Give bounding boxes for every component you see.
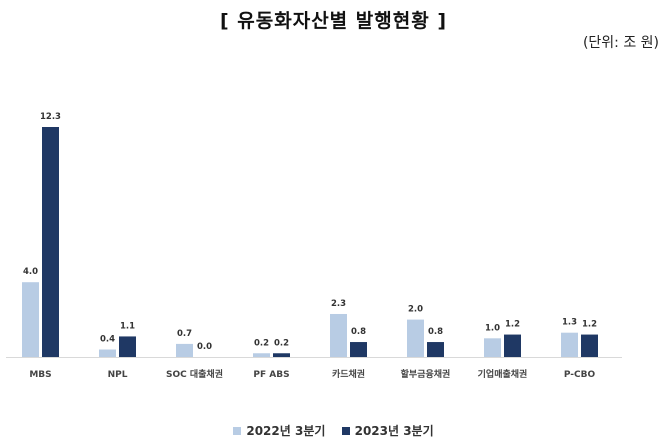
data-label-2023-4: 0.8 xyxy=(351,327,366,337)
legend: 2022년 3분기 2023년 3분기 xyxy=(0,422,667,439)
chart-title: [ 유동화자산별 발행현황 ] xyxy=(219,10,447,32)
data-label-2023-5: 0.8 xyxy=(428,327,443,337)
data-label-2023-6: 1.2 xyxy=(505,320,520,330)
bar-2023-3 xyxy=(273,353,290,357)
bar-2022-0 xyxy=(22,282,39,357)
x-tick-label-5: 할부금융채권 xyxy=(401,368,451,380)
x-tick-label-7: P-CBO xyxy=(564,370,596,380)
data-label-2022-3: 0.2 xyxy=(254,338,269,348)
bar-2023-7 xyxy=(581,334,598,357)
bar-2022-6 xyxy=(484,338,501,357)
bar-2022-1 xyxy=(99,349,116,357)
bar-2022-2 xyxy=(176,343,193,357)
data-label-2022-0: 4.0 xyxy=(23,267,38,277)
x-tick-label-6: 기업매출채권 xyxy=(478,368,528,380)
data-label-2023-3: 0.2 xyxy=(274,338,289,348)
x-tick-label-3: PF ABS xyxy=(253,370,289,380)
bar-2022-5 xyxy=(407,319,424,357)
bar-2023-5 xyxy=(427,342,444,357)
legend-swatch-2023 xyxy=(341,426,350,435)
data-label-2023-7: 1.2 xyxy=(582,320,597,330)
bar-2022-4 xyxy=(330,313,347,357)
data-label-2022-7: 1.3 xyxy=(562,318,577,328)
data-label-2022-5: 2.0 xyxy=(408,305,423,315)
bar-2023-6 xyxy=(504,334,521,357)
data-label-2022-1: 0.4 xyxy=(100,335,115,345)
legend-label-2023: 2023년 3분기 xyxy=(354,424,434,438)
bar-2023-0 xyxy=(42,127,59,357)
x-tick-label-2: SOC 대출채권 xyxy=(166,368,223,380)
legend-item-2023: 2023년 3분기 xyxy=(341,422,434,439)
legend-swatch-2022 xyxy=(233,426,242,435)
bar-2022-7 xyxy=(561,332,578,357)
x-tick-label-0: MBS xyxy=(29,370,51,380)
legend-item-2022: 2022년 3분기 xyxy=(233,422,325,439)
data-label-2023-2: 0.0 xyxy=(197,342,212,352)
legend-label-2022: 2022년 3분기 xyxy=(246,424,326,438)
bar-2023-4 xyxy=(350,342,367,357)
data-label-2022-6: 1.0 xyxy=(485,323,500,333)
data-label-2022-4: 2.3 xyxy=(331,299,346,309)
unit-note: (단위: 조 원) xyxy=(582,35,659,51)
bar-2022-3 xyxy=(253,353,270,357)
data-label-2023-0: 12.3 xyxy=(40,112,61,122)
x-tick-label-4: 카드채권 xyxy=(332,368,365,380)
bar-2023-1 xyxy=(119,336,136,357)
data-label-2022-2: 0.7 xyxy=(177,329,192,339)
data-label-2023-1: 1.1 xyxy=(120,321,135,331)
x-tick-label-1: NPL xyxy=(108,370,128,380)
